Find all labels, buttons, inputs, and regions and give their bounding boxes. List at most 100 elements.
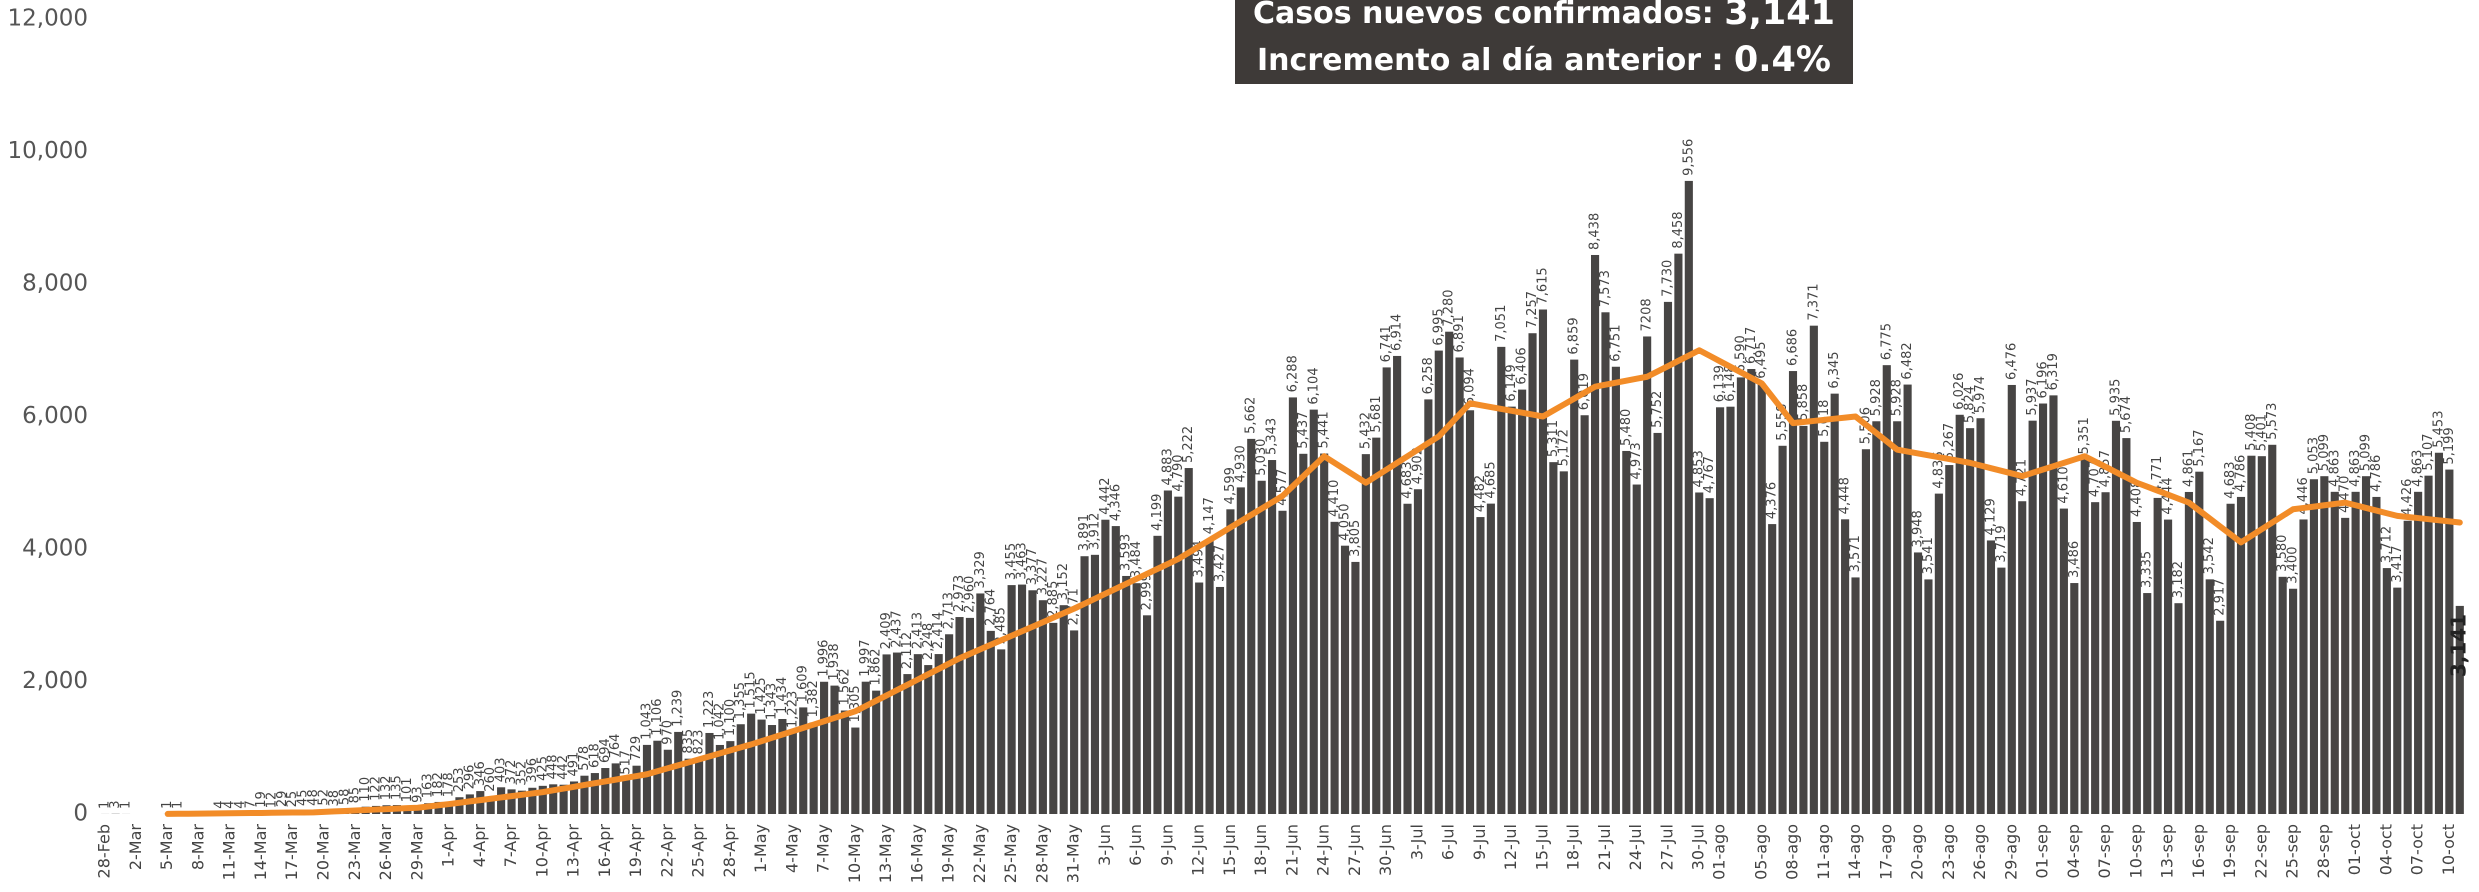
bar	[997, 649, 1006, 814]
bar	[726, 741, 735, 814]
x-tick-label: 07-sep	[2095, 824, 2114, 878]
bar	[486, 796, 495, 814]
bar	[497, 787, 506, 814]
bar	[695, 759, 704, 814]
bar	[2132, 521, 2141, 814]
value-label: 764	[608, 734, 623, 759]
x-tick-label: 26-ago	[1970, 824, 1989, 880]
x-tick-label: 4-Apr	[470, 824, 489, 868]
x-tick-label: 2-Mar	[126, 824, 145, 871]
value-label: 6,859	[1567, 317, 1582, 354]
bar	[580, 775, 589, 814]
value-label: 4,861	[2181, 450, 2196, 487]
bar	[1799, 425, 1808, 814]
value-label: 5,674	[2119, 396, 2134, 433]
value-label: 5,937	[2025, 378, 2040, 415]
value-label: 2,112	[900, 632, 915, 669]
value-label: 396	[525, 758, 540, 783]
value-label: 1,106	[650, 699, 665, 736]
value-label: 178	[442, 772, 457, 797]
bar	[1747, 368, 1756, 814]
bar	[2309, 479, 2318, 814]
value-label: 1,042	[712, 703, 727, 740]
value-label: 4,685	[1483, 461, 1498, 498]
bar	[1778, 445, 1787, 814]
bar	[1872, 421, 1881, 814]
bar	[715, 744, 724, 814]
bar	[2205, 579, 2214, 814]
x-tick-label: 25-Apr	[689, 824, 708, 878]
bar	[1330, 521, 1339, 814]
bar	[538, 785, 547, 814]
x-tick-label: 18-Jun	[1251, 824, 1270, 876]
value-label: 6,345	[1827, 351, 1842, 388]
value-label: 7208	[1640, 298, 1655, 331]
value-label: 5,662	[1244, 397, 1259, 434]
value-label: 5,351	[2077, 417, 2092, 454]
bar	[1236, 487, 1245, 814]
bar	[1726, 406, 1735, 814]
value-label: 578	[577, 746, 592, 771]
bar	[1028, 590, 1037, 814]
x-tick-label: 8-Mar	[188, 824, 207, 871]
x-tick-label: 28-Apr	[720, 824, 739, 878]
value-label: 6,148	[1723, 364, 1738, 401]
value-label: 2,885	[1046, 581, 1061, 618]
bar	[861, 681, 870, 814]
value-label: 694	[598, 738, 613, 763]
bar	[1007, 585, 1016, 814]
bar	[2247, 455, 2256, 814]
value-label: 7,573	[1598, 270, 1613, 307]
bar	[1559, 471, 1568, 814]
value-label: 25	[285, 791, 300, 808]
value-label: 5,311	[1546, 420, 1561, 457]
bar	[569, 781, 579, 814]
value-label: 48	[306, 789, 321, 806]
value-label: 442	[556, 755, 571, 780]
value-label: 1,996	[817, 640, 832, 677]
bar	[840, 710, 849, 814]
bar	[1955, 414, 1964, 814]
x-tick-label: 04-sep	[2064, 824, 2083, 878]
value-label: 3,335	[2140, 551, 2155, 588]
x-tick-label: 7-Apr	[501, 824, 520, 868]
value-label: 8,458	[1671, 211, 1686, 248]
value-label: 1,305	[848, 685, 863, 722]
bar	[1861, 449, 1870, 814]
value-label: 5,441	[1317, 411, 1332, 448]
value-label: 3,455	[1004, 543, 1019, 580]
value-label: 1	[171, 801, 186, 809]
x-tick-label: 9-Jun	[1157, 824, 1176, 866]
bar	[945, 634, 954, 814]
value-label: 835	[681, 729, 696, 754]
bar	[517, 790, 527, 814]
value-label: 352	[514, 761, 529, 786]
bar	[2278, 576, 2287, 814]
value-label: 6,751	[1608, 325, 1623, 362]
value-label: 1,425	[754, 677, 769, 714]
value-label: 5,681	[1369, 395, 1384, 432]
bar	[1393, 355, 1402, 814]
value-label: 4,930	[1233, 445, 1248, 482]
bar	[976, 593, 985, 814]
value-label: 448	[546, 754, 561, 779]
value-label: 58	[337, 789, 352, 806]
value-label: 6,914	[1390, 314, 1405, 351]
bar	[1070, 630, 1079, 814]
value-label: 3,141	[2446, 614, 2470, 677]
value-label: 6,717	[1744, 327, 1759, 364]
bar	[1601, 312, 1610, 814]
bar	[1924, 579, 1933, 814]
value-label: 4,408	[2129, 480, 2144, 517]
bar	[2424, 475, 2433, 814]
bar	[924, 665, 933, 814]
bar	[2174, 603, 2183, 814]
y-tick-label: 10,000	[8, 138, 88, 164]
value-label: 6,495	[1754, 341, 1769, 378]
value-label: 3,377	[1025, 548, 1040, 585]
bar	[1590, 254, 1600, 815]
bar	[1465, 410, 1475, 814]
bar	[1757, 383, 1766, 814]
value-label: 1,239	[671, 690, 686, 727]
bar	[2101, 492, 2110, 814]
